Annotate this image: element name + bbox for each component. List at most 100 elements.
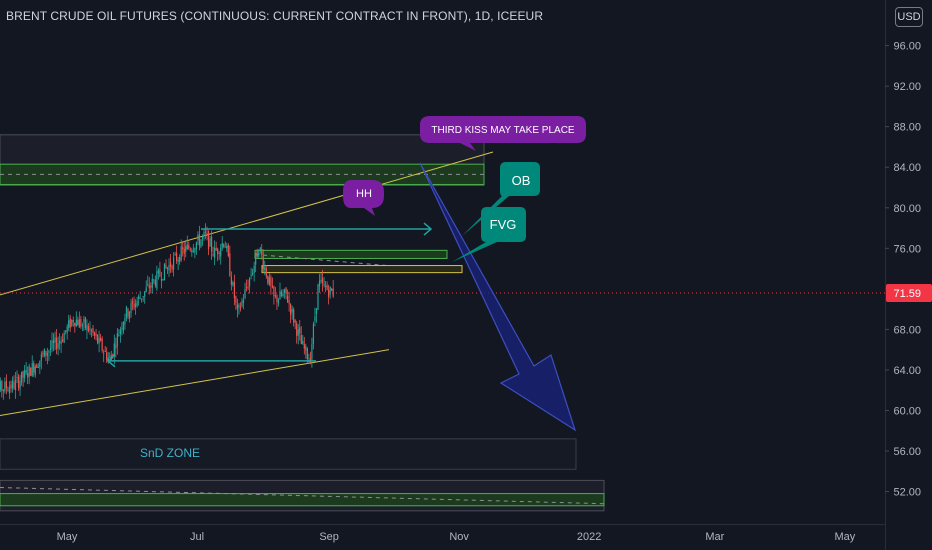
candle <box>54 331 56 351</box>
fvg-zone <box>261 265 463 274</box>
candle <box>317 283 319 311</box>
candle-body <box>13 382 15 389</box>
candle <box>241 297 243 308</box>
candle <box>315 308 318 323</box>
candle-body <box>122 322 125 332</box>
candle <box>147 275 149 287</box>
candle <box>141 298 143 303</box>
candle-body <box>92 328 94 333</box>
candle-body <box>201 236 204 239</box>
candle-body <box>25 370 27 373</box>
candle-body <box>20 371 23 383</box>
y-tick-label: 84.00 <box>893 162 921 174</box>
candle <box>324 281 327 293</box>
candle-body <box>45 350 47 356</box>
candle-body <box>198 234 201 246</box>
candle-body <box>54 337 56 343</box>
candle-body <box>168 264 170 271</box>
candle <box>203 228 205 241</box>
candle-body <box>57 343 59 349</box>
candle <box>186 235 188 251</box>
candle-body <box>119 329 121 335</box>
candle-body <box>186 244 188 250</box>
candle <box>229 245 231 277</box>
candle <box>119 326 121 343</box>
candle <box>48 349 50 361</box>
candle-body <box>60 340 62 344</box>
candle <box>328 284 330 305</box>
candle <box>218 250 220 260</box>
candle-body <box>8 387 11 394</box>
candle <box>172 252 175 277</box>
candle-body <box>166 267 169 270</box>
y-tick-label: 76.00 <box>893 243 921 255</box>
candle <box>276 294 278 310</box>
candle <box>264 260 266 276</box>
candle <box>58 333 61 350</box>
candle-body <box>192 250 194 252</box>
candle-body <box>121 328 123 330</box>
candle-body <box>134 303 137 308</box>
candle-body <box>72 320 74 322</box>
candle <box>127 307 129 320</box>
candle <box>128 310 131 323</box>
candle <box>130 299 132 318</box>
candle <box>166 266 169 274</box>
y-tick-label: 60.00 <box>893 405 921 417</box>
candle-body <box>277 299 280 304</box>
candle <box>113 334 115 365</box>
candle <box>233 274 235 306</box>
candle-body <box>171 265 173 270</box>
candle-body <box>46 352 49 356</box>
candle-body <box>145 287 147 292</box>
candle <box>303 336 305 355</box>
candle-body <box>42 353 44 355</box>
callout-hh <box>343 180 384 216</box>
candle <box>214 240 216 266</box>
candle-body <box>124 318 126 325</box>
currency-button[interactable]: USD <box>895 7 923 27</box>
candle-body <box>209 238 211 247</box>
candle <box>33 360 35 377</box>
candle <box>207 230 210 256</box>
candle-body <box>183 248 185 254</box>
candle-body <box>2 389 4 392</box>
candle-body <box>324 285 327 288</box>
candle <box>220 243 222 265</box>
candle <box>30 367 32 377</box>
candle-body <box>217 248 219 254</box>
candle <box>103 349 105 363</box>
candle <box>314 307 316 327</box>
candle <box>224 241 226 248</box>
candle-body <box>95 333 97 336</box>
candle-body <box>185 246 187 252</box>
candle <box>133 296 135 311</box>
candle <box>290 303 292 324</box>
candle <box>5 374 7 395</box>
candle-body <box>81 324 83 326</box>
candle-body <box>156 271 158 289</box>
lower-trendline <box>0 349 390 417</box>
candle-body <box>1 381 3 391</box>
candle <box>183 241 185 261</box>
callout-fvg-label: FVG <box>490 217 517 232</box>
candle-body <box>31 363 33 376</box>
candle <box>71 319 73 328</box>
candle <box>268 272 270 287</box>
candle <box>285 287 287 300</box>
candle <box>212 246 214 257</box>
candle-body <box>323 283 325 286</box>
last-price-label: 71.59 <box>893 288 921 300</box>
candle-body <box>210 236 213 252</box>
candle <box>45 350 47 362</box>
y-tick-label: 64.00 <box>893 365 921 377</box>
candle <box>83 315 85 332</box>
candle <box>200 238 202 249</box>
last-price-badge <box>886 284 932 303</box>
candle-body <box>332 288 334 297</box>
candle <box>138 294 140 306</box>
candle-body <box>273 286 275 297</box>
candle <box>148 277 150 295</box>
candle <box>267 275 269 286</box>
